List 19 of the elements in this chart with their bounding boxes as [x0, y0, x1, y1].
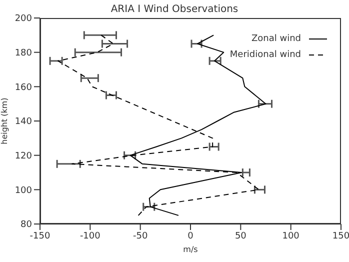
x-tick-label: -100 [80, 231, 101, 242]
y-tick-label: 80 [20, 220, 32, 230]
x-tick-label: 150 [332, 231, 349, 242]
y-tick-label: 160 [14, 82, 32, 93]
y-tick-label: 100 [14, 186, 32, 196]
x-tick-label: 100 [282, 231, 300, 242]
y-tick-label: 180 [14, 48, 32, 59]
x-axis-title: m/s [183, 245, 198, 254]
x-tick-label: -150 [30, 231, 50, 242]
chart-title: ARIA I Wind Observations [110, 4, 240, 15]
legend-label: Meridional wind [230, 50, 301, 60]
legend-label: Zonal wind [251, 34, 301, 44]
y-tick-label: 120 [14, 152, 32, 162]
y-tick-label: 200 [14, 14, 32, 24]
y-axis-title: height (km) [0, 98, 9, 144]
x-tick-label: 50 [234, 231, 247, 242]
x-tick-label: 0 [188, 231, 194, 242]
y-tick-label: 140 [14, 117, 32, 128]
x-tick-label: -50 [132, 231, 148, 242]
